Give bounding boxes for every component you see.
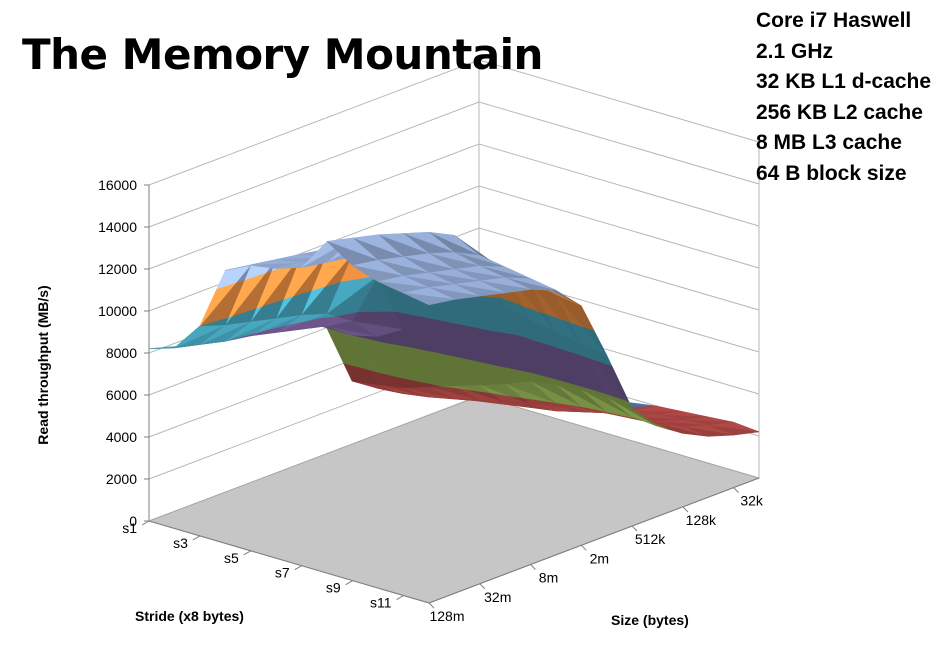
chart-axes: 0 2000 4000 6000 8000 10000 12000 14000 16000 Rea… <box>35 177 764 628</box>
size-tick-label: 512k <box>635 531 666 547</box>
throughput-axis-title: Read throughput (MB/s) <box>35 285 51 444</box>
stride-axis-title: Stride (x8 bytes) <box>135 608 244 624</box>
stride-tick-label: s5 <box>224 550 239 566</box>
throughput-tick-label: 12000 <box>98 261 137 277</box>
size-tick-label: 8m <box>539 570 558 586</box>
system-specs: Core i7 Haswell 2.1 GHz 32 KB L1 d-cache… <box>756 6 931 189</box>
stride-tick <box>345 580 353 586</box>
size-tick <box>479 583 486 590</box>
throughput-surface <box>148 231 760 437</box>
stride-tick-label: s7 <box>275 565 290 581</box>
stride-tick <box>396 595 404 600</box>
size-tick-label: 2m <box>590 550 609 566</box>
size-tick-label: 32m <box>484 589 511 605</box>
stride-tick-label: s11 <box>370 595 392 611</box>
gridline-z <box>148 101 760 228</box>
stride-tick-label: s1 <box>122 520 137 536</box>
stride-tick <box>141 520 150 526</box>
size-tick <box>682 506 689 513</box>
size-tick-label: 128k <box>686 512 717 528</box>
gridline-z <box>148 143 760 270</box>
size-tick <box>580 544 587 551</box>
size-tick <box>631 525 638 532</box>
size-axis <box>428 477 760 604</box>
throughput-tick-label: 8000 <box>106 345 137 361</box>
spec-l1: 32 KB L1 d-cache <box>756 70 932 93</box>
stride-tick <box>192 535 201 541</box>
stride-tick-label: s3 <box>173 535 188 551</box>
throughput-tick-label: 16000 <box>98 177 137 193</box>
throughput-tick-label: 2000 <box>106 471 137 487</box>
throughput-tick-label: 14000 <box>98 219 137 235</box>
stride-tick <box>294 565 302 571</box>
size-tick-label: 128m <box>429 608 464 624</box>
throughput-tick-label: 4000 <box>106 429 137 445</box>
surface-facet <box>403 292 455 306</box>
spec-block: 64 B block size <box>756 161 907 185</box>
size-axis-title: Size (bytes) <box>611 612 689 628</box>
spec-l3: 8 MB L3 cache <box>756 131 902 154</box>
throughput-tick-label: 0 <box>129 513 137 529</box>
stride-tick <box>243 550 252 556</box>
spec-cpu: Core i7 Haswell <box>756 9 912 32</box>
spec-clock: 2.1 GHz <box>756 39 834 63</box>
throughput-tick-label: 10000 <box>98 303 137 319</box>
size-tick <box>530 564 536 570</box>
size-tick <box>733 487 739 493</box>
gridline-z <box>148 59 760 186</box>
size-tick <box>428 602 435 609</box>
spec-l2: 256 KB L2 cache <box>756 100 923 124</box>
size-tick-label: 32k <box>740 493 764 509</box>
page-title: The Memory Mountain <box>22 30 543 79</box>
throughput-tick-label: 6000 <box>106 387 137 403</box>
stride-tick-label: s9 <box>326 580 341 596</box>
stride-axis <box>148 520 430 604</box>
